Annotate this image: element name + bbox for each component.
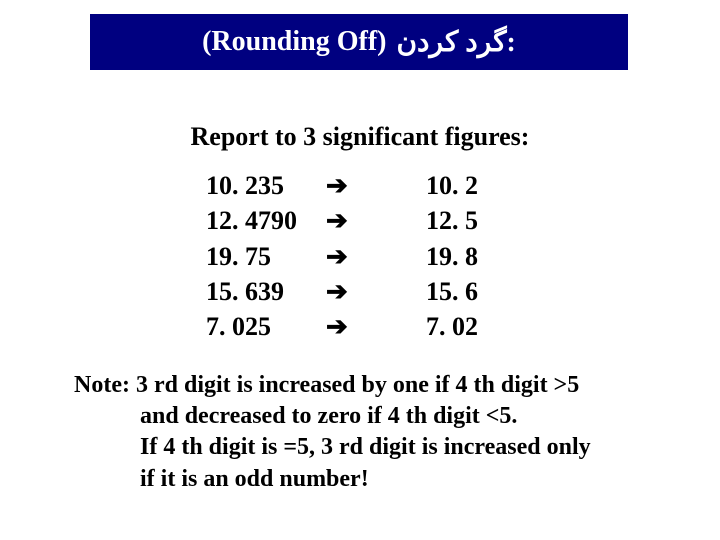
title-bar: (Rounding Off) گرد کردن: xyxy=(90,14,628,70)
input-value: 10. 235 xyxy=(206,169,326,203)
table-row: 12. 4790 ➔ 12. 5 xyxy=(206,203,506,238)
title-english: (Rounding Off) xyxy=(202,26,386,58)
output-value: 19. 8 xyxy=(426,240,506,274)
note-line: If 4 th digit is =5, 3 rd digit is incre… xyxy=(140,432,591,463)
note-line: and decreased to zero if 4 th digit <5. xyxy=(140,401,591,432)
subtitle: Report to 3 significant figures: xyxy=(0,122,720,152)
input-value: 19. 75 xyxy=(206,240,326,274)
rounding-table: 10. 235 ➔ 10. 2 12. 4790 ➔ 12. 5 19. 75 … xyxy=(206,168,506,345)
title-farsi: گرد کردن: xyxy=(396,25,515,59)
arrow-icon: ➔ xyxy=(326,168,426,202)
table-row: 15. 639 ➔ 15. 6 xyxy=(206,274,506,309)
output-value: 15. 6 xyxy=(426,275,506,309)
table-row: 10. 235 ➔ 10. 2 xyxy=(206,168,506,203)
output-value: 12. 5 xyxy=(426,204,506,238)
arrow-icon: ➔ xyxy=(326,309,426,343)
note-block: Note: 3 rd digit is increased by one if … xyxy=(74,370,591,495)
arrow-icon: ➔ xyxy=(326,274,426,308)
arrow-icon: ➔ xyxy=(326,239,426,273)
input-value: 7. 025 xyxy=(206,310,326,344)
output-value: 7. 02 xyxy=(426,310,506,344)
input-value: 15. 639 xyxy=(206,275,326,309)
output-value: 10. 2 xyxy=(426,169,506,203)
table-row: 19. 75 ➔ 19. 8 xyxy=(206,239,506,274)
input-value: 12. 4790 xyxy=(206,204,326,238)
table-row: 7. 025 ➔ 7. 02 xyxy=(206,309,506,344)
note-line: Note: 3 rd digit is increased by one if … xyxy=(74,370,591,401)
note-line: if it is an odd number! xyxy=(140,464,591,495)
arrow-icon: ➔ xyxy=(326,203,426,237)
